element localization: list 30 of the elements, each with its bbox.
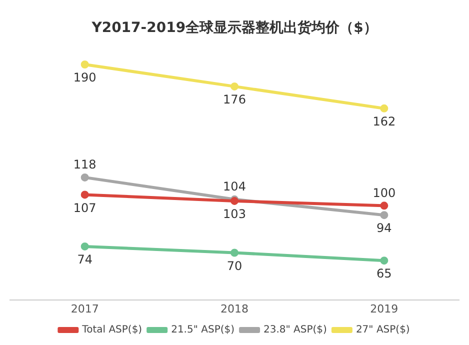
x-tick-label: 2019 bbox=[370, 302, 398, 316]
data-label: 103 bbox=[223, 207, 246, 222]
data-label: 162 bbox=[372, 114, 396, 129]
point bbox=[230, 248, 238, 257]
point bbox=[380, 104, 388, 112]
data-label: 190 bbox=[73, 70, 96, 85]
data-label: 65 bbox=[376, 266, 392, 281]
chart-title: Y2017-2019全球显示器整机出货均价（$） bbox=[90, 20, 378, 36]
data-label: 107 bbox=[73, 200, 96, 215]
data-label: 94 bbox=[376, 221, 392, 236]
point bbox=[80, 60, 89, 68]
legend-label: 23.8" ASP($) bbox=[264, 324, 328, 336]
legend-label: 27" ASP($) bbox=[356, 324, 410, 336]
point bbox=[80, 173, 89, 182]
data-label: 74 bbox=[77, 252, 92, 267]
point bbox=[380, 202, 388, 210]
point bbox=[80, 190, 89, 199]
point bbox=[380, 256, 388, 265]
data-label: 100 bbox=[372, 186, 396, 200]
x-tick-label: 2017 bbox=[70, 302, 99, 316]
data-label: 70 bbox=[226, 258, 242, 273]
data-label: 118 bbox=[73, 158, 96, 172]
legend-label: Total ASP($) bbox=[81, 324, 142, 336]
point bbox=[80, 242, 89, 250]
x-tick-label: 2018 bbox=[220, 302, 248, 316]
point bbox=[230, 82, 238, 90]
legend-label: 21.5" ASP($) bbox=[171, 324, 235, 336]
data-label: 104 bbox=[223, 180, 246, 194]
point bbox=[380, 211, 388, 220]
data-label: 176 bbox=[223, 92, 246, 107]
